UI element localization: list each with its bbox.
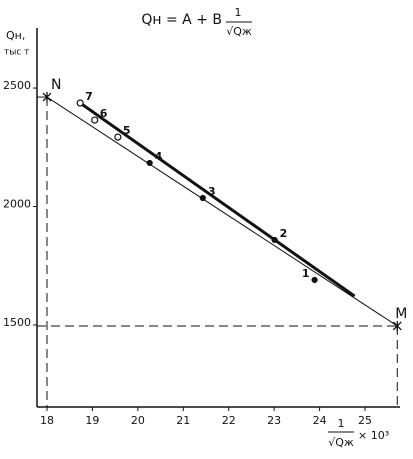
point-label: 4 [155, 150, 163, 163]
point [76, 99, 84, 107]
point-label: 6 [100, 107, 108, 120]
point [271, 236, 278, 244]
anchor-point [42, 92, 52, 103]
x-tick-label: 20 [131, 414, 145, 427]
x-label-numerator: 1 [338, 417, 345, 430]
x-label-denominator: √Qж [328, 436, 354, 449]
point-label: 7 [85, 90, 93, 103]
x-tick-label: 22 [222, 414, 236, 427]
point [91, 116, 99, 124]
y-tick-label: 2500 [3, 79, 31, 92]
point [146, 159, 153, 167]
chart-title: Qн = A + B [141, 12, 222, 28]
anchor-point [392, 320, 402, 331]
x-label-suffix: × 10³ [358, 429, 389, 442]
anchor-label: M [395, 306, 407, 322]
x-tick-label: 18 [40, 414, 54, 427]
fit-segment [79, 101, 356, 298]
point [311, 276, 318, 284]
trend-line [46, 96, 398, 327]
y-axis-label: Qн, [6, 29, 25, 42]
point-label: 1 [302, 267, 310, 280]
anchor-label: N [51, 77, 61, 93]
y-tick-label: 1500 [3, 316, 31, 329]
point [114, 133, 122, 141]
point [199, 194, 206, 202]
x-tick-label: 25 [358, 414, 372, 427]
point-label: 3 [208, 185, 216, 198]
x-tick-label: 19 [85, 414, 99, 427]
point-label: 2 [280, 227, 288, 240]
x-tick-label: 24 [313, 414, 327, 427]
point-label: 5 [123, 124, 131, 137]
title-numerator: 1 [235, 6, 242, 19]
x-tick-label: 23 [267, 414, 281, 427]
y-tick-label: 2000 [3, 198, 31, 211]
title-denominator: √Qж [226, 25, 252, 38]
x-tick-label: 21 [176, 414, 190, 427]
y-axis-unit: тыс т [4, 48, 29, 58]
